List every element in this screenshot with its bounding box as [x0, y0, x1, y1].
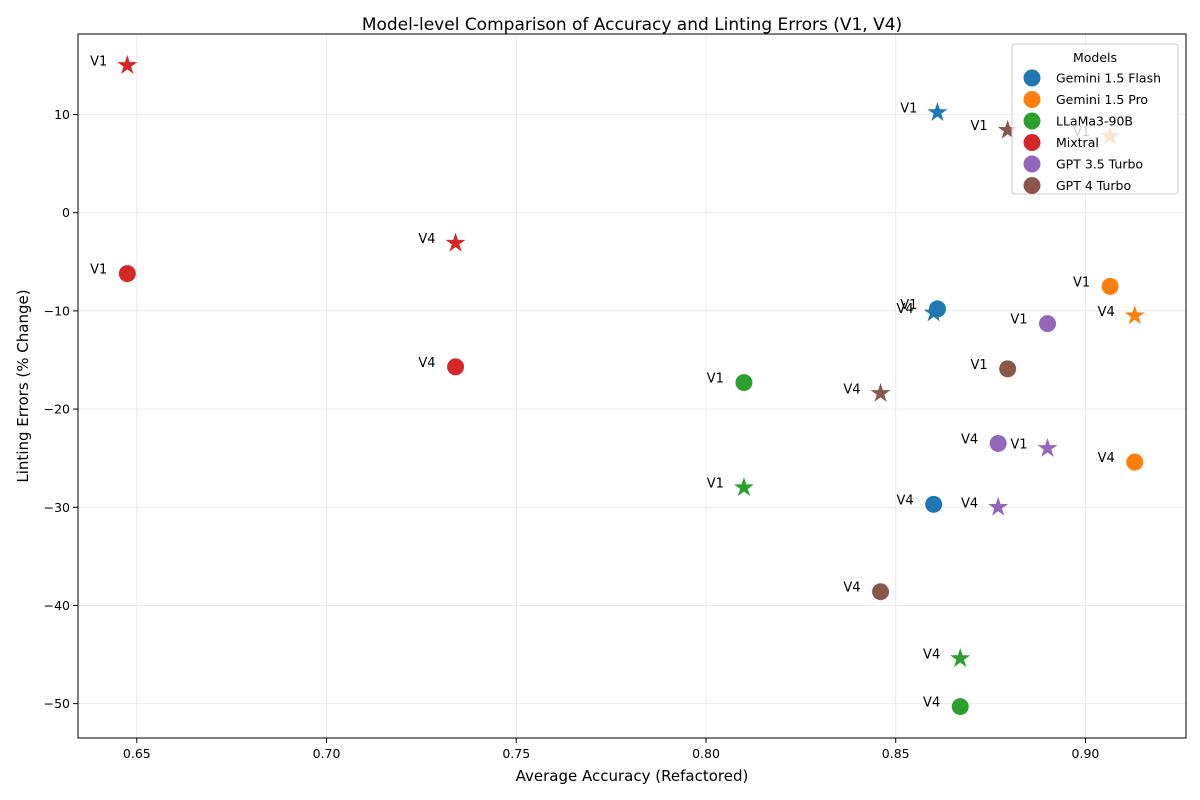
plot-area [78, 34, 1186, 738]
circle-point-mixtral-v4 [447, 358, 465, 376]
legend-label: Mixtral [1056, 135, 1099, 150]
x-axis-ticks: 0.65 0.70 0.75 0.80 0.85 0.90 [123, 738, 1100, 761]
point-label: V1 [970, 358, 987, 373]
data-points [117, 54, 1145, 716]
legend-box [1011, 43, 1179, 195]
legend-marker [1023, 155, 1041, 173]
y-tick-label: 10 [54, 107, 70, 122]
y-axis-label: Linting Errors (% Change) [14, 289, 32, 482]
point-label: V4 [961, 432, 978, 447]
circle-point-gpt-4-turbo-v4 [872, 583, 890, 601]
legend-marker [1023, 69, 1041, 87]
star-point-mixtral-v1 [117, 54, 138, 74]
point-label: V1 [90, 54, 107, 69]
circle-point-gemini-1-5-flash-v4 [925, 495, 943, 513]
point-label: V4 [843, 382, 860, 397]
point-label: V1 [1073, 275, 1090, 290]
star-point-gpt-4-turbo-v1 [997, 119, 1018, 139]
x-tick-label: 0.80 [692, 746, 720, 761]
x-tick-label: 0.70 [313, 746, 341, 761]
point-label: V1 [90, 263, 107, 278]
point-label: V4 [1098, 305, 1115, 320]
plot-frame [77, 33, 1187, 739]
x-tick-label: 0.85 [882, 746, 910, 761]
legend-marker [1023, 177, 1041, 194]
legend-label: GPT 3.5 Turbo [1056, 157, 1143, 172]
y-tick-label: −10 [44, 303, 70, 318]
point-label: V4 [843, 581, 860, 596]
circle-point-gpt-3-5-turbo-v1 [1039, 315, 1056, 333]
star-point-llama3-90b-v1 [733, 477, 754, 497]
y-tick-label: −50 [44, 696, 70, 711]
legend-marker [1023, 91, 1041, 108]
circle-point-llama3-90b-v1 [735, 374, 753, 392]
legend-label: Gemini 1.5 Flash [1056, 71, 1161, 86]
x-tick-label: 0.75 [502, 746, 530, 761]
y-tick-label: −20 [44, 402, 70, 417]
chart-title: Model-level Comparison of Accuracy and L… [362, 15, 902, 35]
point-label: V4 [896, 493, 913, 508]
x-tick-label: 0.65 [123, 746, 151, 761]
circle-point-llama3-90b-v4 [951, 698, 969, 716]
circle-point-mixtral-v1 [118, 265, 136, 283]
point-label: V1 [707, 477, 724, 492]
circle-point-gemini-1-5-pro-v4 [1126, 453, 1144, 471]
point-label: V1 [707, 372, 724, 387]
point-label: V4 [923, 696, 940, 711]
legend-label: LLaMa3-90B [1056, 114, 1133, 129]
legend-label: Gemini 1.5 Pro [1056, 92, 1148, 107]
legend-marker [1023, 134, 1041, 151]
star-point-gpt-3-5-turbo-v4 [988, 496, 1009, 516]
star-point-gemini-1-5-flash-v4 [923, 302, 944, 322]
point-label: V1 [1010, 437, 1027, 452]
point-label: V4 [923, 647, 940, 662]
point-label: V1 [900, 102, 917, 117]
legend: Models Gemini 1.5 Flash Gemini 1.5 Pro LLa… [1011, 43, 1179, 195]
y-tick-label: −40 [44, 598, 70, 613]
star-point-llama3-90b-v4 [950, 647, 971, 667]
circle-point-gpt-3-5-turbo-v4 [989, 434, 1007, 452]
circle-point-gpt-4-turbo-v1 [999, 360, 1017, 378]
x-axis-label: Average Accuracy (Refactored) [516, 767, 749, 785]
point-label: V4 [1098, 451, 1115, 466]
legend-label: GPT 4 Turbo [1056, 178, 1131, 193]
point-label: V1 [1010, 313, 1027, 328]
star-point-gemini-1-5-pro-v4 [1124, 305, 1145, 325]
x-tick-label: 0.90 [1072, 746, 1100, 761]
y-tick-label: 0 [62, 205, 70, 220]
point-label: V4 [418, 356, 435, 371]
legend-title: Models [1073, 50, 1117, 65]
point-label: V4 [961, 496, 978, 511]
point-label: V1 [970, 119, 987, 134]
star-point-gpt-4-turbo-v4 [870, 382, 891, 402]
point-label: V4 [418, 232, 435, 247]
circle-point-gemini-1-5-pro-v1 [1101, 277, 1119, 295]
y-axis-ticks: −50 −40 −30 −20 −10 0 10 [44, 107, 78, 711]
point-label: V1 [900, 298, 917, 313]
y-tick-label: −30 [44, 500, 70, 515]
star-point-gemini-1-5-flash-v1 [927, 102, 948, 122]
point-labels: V1V4V1V4V1V4V1V4V1V4V1V4V1V4V1V4V1V4V1V4… [90, 54, 1115, 710]
point-label: V4 [896, 302, 913, 317]
star-point-mixtral-v4 [445, 232, 466, 252]
star-point-gpt-3-5-turbo-v1 [1037, 437, 1058, 457]
legend-marker [1023, 112, 1041, 130]
